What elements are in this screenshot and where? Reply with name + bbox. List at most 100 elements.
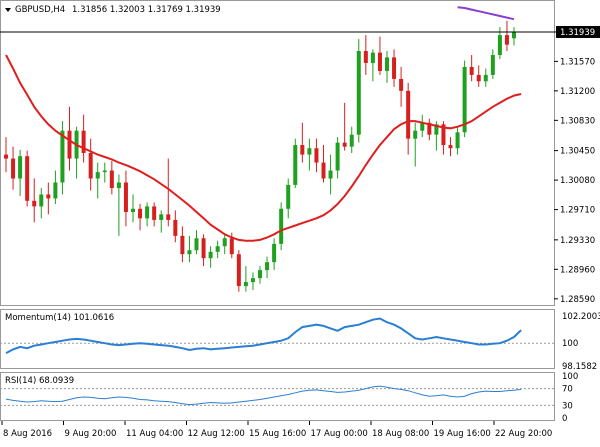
candle-body [11, 158, 16, 179]
candle-body [392, 57, 397, 79]
candle-body [349, 134, 354, 147]
candle-body [88, 153, 93, 179]
candle-body [385, 57, 389, 71]
rsi-line [5, 385, 522, 406]
current-price-box [556, 25, 600, 38]
candle-body [286, 184, 291, 209]
candle-body [25, 156, 30, 201]
candle-body [356, 51, 361, 135]
candle-body [208, 251, 213, 259]
candle-body [215, 246, 220, 252]
candle-body [95, 172, 100, 179]
x-axis-label: 18 Aug 08:00 [372, 429, 429, 439]
candle-body [187, 250, 192, 255]
price-tick-label: 1.31200 [560, 87, 595, 97]
candle-body [406, 90, 411, 139]
momentum-plot-area [0, 317, 554, 354]
candle-body [81, 130, 86, 154]
candle-body [173, 219, 178, 236]
candle [356, 39, 361, 143]
candle [483, 68, 488, 87]
price-tick-label: 1.28590 [560, 295, 595, 305]
candle [504, 20, 509, 52]
x-axis-label: 19 Aug 16:00 [434, 429, 491, 439]
momentum-tick-label: 102.2003 [562, 312, 600, 322]
candle [307, 138, 312, 171]
candle-body [462, 66, 467, 133]
candle-body [399, 78, 404, 91]
candle-body [328, 170, 333, 179]
candle [314, 138, 319, 173]
candle-body [469, 66, 474, 75]
price-tick-label: 1.29330 [560, 236, 595, 246]
ohlc-values: 1.31856 1.32003 1.31769 1.31939 [72, 5, 221, 15]
candle [123, 170, 128, 227]
candle [116, 174, 121, 236]
candle-body [293, 145, 298, 185]
price-tick-label: 1.31570 [560, 57, 595, 67]
candle-body [138, 208, 143, 219]
candle [138, 204, 143, 231]
x-axis-label: 15 Aug 16:00 [249, 429, 306, 439]
candle [159, 210, 164, 233]
candle [300, 122, 305, 163]
candle [166, 158, 171, 227]
candle [194, 230, 199, 255]
candle [250, 272, 255, 291]
candle [60, 121, 65, 195]
candle [377, 36, 382, 75]
candle-body [18, 156, 23, 179]
candle-body [307, 148, 312, 155]
candle-body [272, 243, 277, 263]
candle-body [145, 206, 150, 219]
candle-body [504, 35, 509, 45]
candle [335, 137, 340, 179]
candle [413, 122, 418, 167]
rsi-tick-label: 0 [562, 414, 567, 424]
candle [265, 256, 270, 279]
candle-body [497, 35, 502, 56]
candle [363, 35, 368, 75]
momentum-title: Momentum(14) 101.0616 [5, 313, 114, 323]
rsi-plot-area [0, 385, 554, 406]
candle [222, 234, 227, 255]
candle-body [236, 254, 241, 287]
symbol-label: GBPUSD,H4 [15, 5, 65, 15]
candle-body [314, 148, 319, 163]
candle [272, 238, 277, 271]
candle-body [152, 206, 157, 220]
candle [53, 170, 58, 204]
price-tick-label: 1.30450 [560, 147, 595, 157]
candle [18, 149, 23, 197]
candle [469, 55, 474, 82]
candle [11, 146, 16, 190]
candle [406, 82, 411, 155]
candle [236, 250, 241, 292]
candle [208, 246, 213, 268]
candle-body [60, 130, 65, 183]
x-axis-label: 9 Aug 20:00 [65, 429, 117, 439]
candle-body [53, 182, 58, 199]
rsi-tick-label: 100 [562, 372, 578, 382]
candle-body [258, 270, 262, 279]
candle-body [4, 154, 8, 159]
candle [180, 226, 185, 263]
price-tick-label: 1.28960 [560, 265, 595, 275]
axis-layer: 1.31939 1.31570 1.31200 1.30830 1.30450 1.300… [1, 25, 600, 439]
candle [293, 138, 298, 189]
sma-200-line [457, 6, 515, 21]
candle [81, 114, 86, 163]
collapse-triangle-icon[interactable] [5, 8, 11, 12]
rsi-title: RSI(14) 68.0939 [5, 376, 74, 386]
momentum-tick-label: 100 [562, 339, 578, 349]
candle [448, 137, 453, 157]
candle-body [116, 182, 121, 189]
chart-header: GBPUSD,H4 1.31856 1.32003 1.31769 1.3193… [5, 5, 221, 15]
x-axis-label: 8 Aug 2016 [3, 429, 52, 439]
candle-body [67, 130, 72, 159]
candle [476, 65, 481, 87]
candle-body [300, 145, 305, 155]
candle-body [490, 55, 495, 75]
candle [67, 106, 72, 171]
